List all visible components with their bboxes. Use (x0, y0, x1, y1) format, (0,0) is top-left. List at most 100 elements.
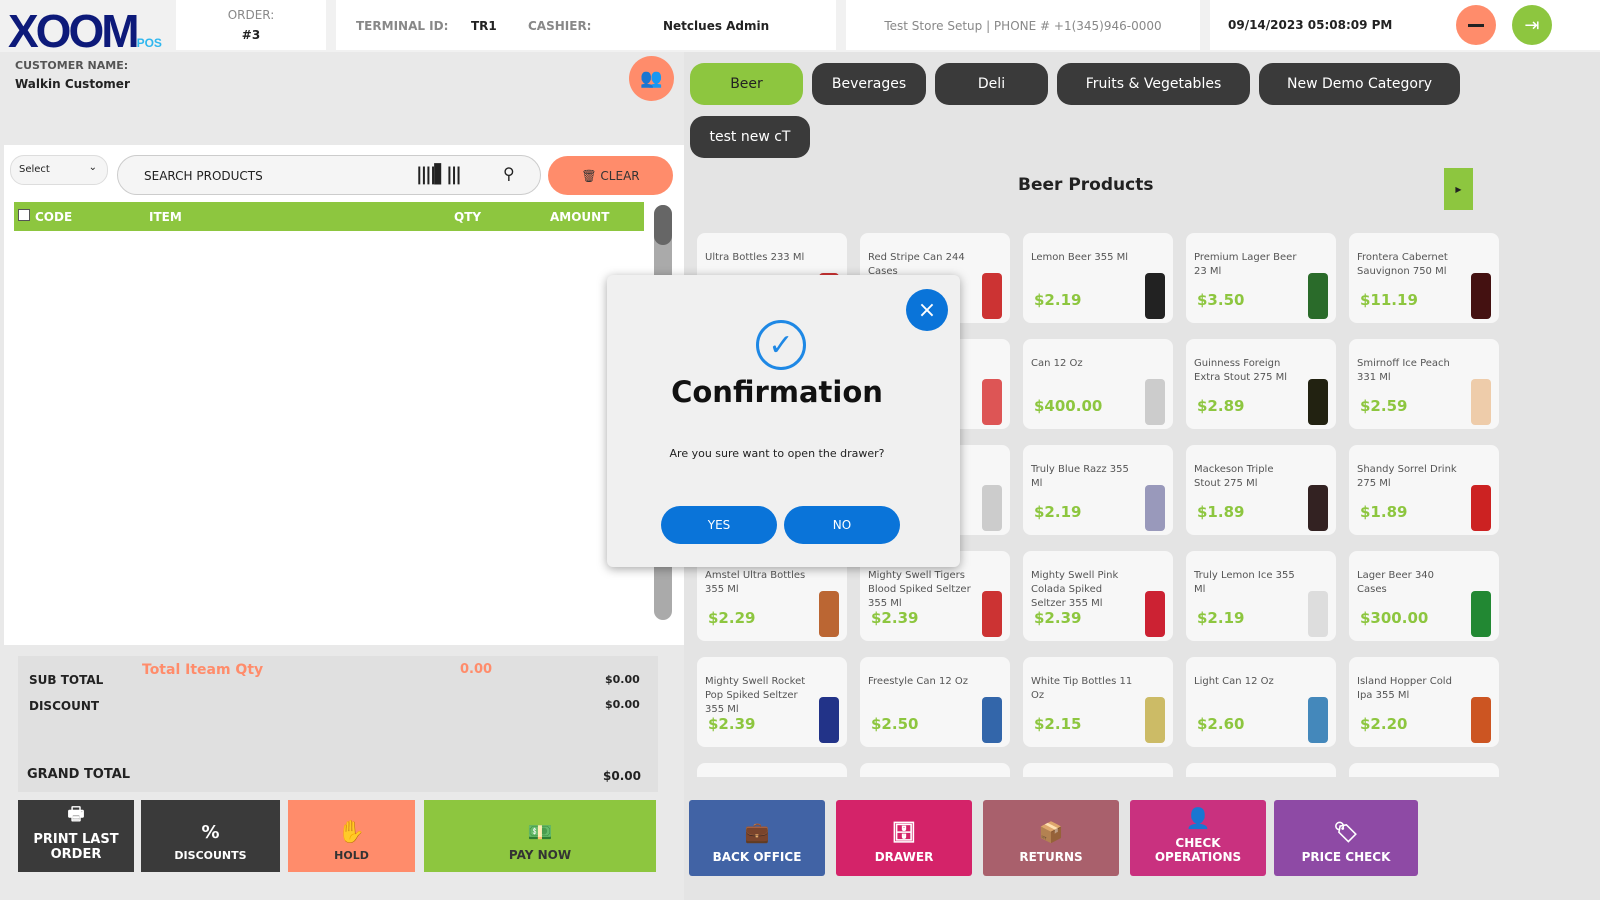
printer-icon: 🖶 (67, 804, 85, 825)
barcode-icon[interactable]: ||||▌||| (416, 164, 462, 185)
product-image (819, 591, 839, 637)
category-tab[interactable]: test new cT (690, 116, 810, 158)
product-card[interactable]: Lager Beer 340 Cases $300.00 (1349, 551, 1499, 641)
product-card[interactable]: Shandy Sorrel Drink 275 Ml $1.89 (1349, 445, 1499, 535)
store-info: Test Store Setup | PHONE # +1(345)946-00… (846, 0, 1200, 50)
product-image (982, 697, 1002, 743)
action-button[interactable]: 💼 BACK OFFICE (689, 800, 825, 876)
action-button[interactable]: 🏷 PRICE CHECK (1274, 800, 1418, 876)
product-card[interactable] (1349, 763, 1499, 777)
action-button[interactable]: 📦 RETURNS (983, 800, 1119, 876)
subtotal-value: $0.00 (605, 673, 640, 686)
minimize-button[interactable] (1456, 5, 1496, 45)
customer-name: Walkin Customer (15, 77, 130, 91)
discounts-button[interactable]: % DISCOUNTS (141, 800, 280, 872)
terminal-value: TR1 (471, 19, 497, 33)
product-image (1308, 485, 1328, 531)
cashier-value: Netclues Admin (663, 19, 770, 33)
product-card[interactable]: Lemon Beer 355 Ml $2.19 (1023, 233, 1173, 323)
category-tab[interactable]: New Demo Category (1259, 63, 1460, 105)
category-tab[interactable]: Fruits & Vegetables (1057, 63, 1250, 105)
search-input[interactable]: SEARCH PRODUCTS ||||▌||| ⚲ (117, 155, 541, 195)
product-card[interactable]: Premium Lager Beer 23 Ml $3.50 (1186, 233, 1336, 323)
product-card[interactable] (697, 763, 847, 777)
terminal-cashier-box: TERMINAL ID: TR1 CASHIER: Netclues Admin (336, 0, 836, 50)
logout-icon[interactable]: ⇥ (1512, 5, 1552, 45)
product-card[interactable]: Smirnoff Ice Peach 331 Ml $2.59 (1349, 339, 1499, 429)
select-all-checkbox[interactable] (18, 209, 30, 221)
product-image (1308, 591, 1328, 637)
product-card[interactable]: Light Can 12 Oz $2.60 (1186, 657, 1336, 747)
product-card[interactable] (1023, 763, 1173, 777)
cashier-label: CASHIER: (528, 19, 592, 33)
terminal-label: TERMINAL ID: (356, 19, 449, 33)
products-title: Beer Products (1018, 175, 1154, 195)
discount-icon: % (201, 822, 220, 843)
product-card[interactable]: White Tip Bottles 11 Oz $2.15 (1023, 657, 1173, 747)
customer-select-icon[interactable]: 👥 (629, 56, 674, 101)
product-image (1145, 697, 1165, 743)
product-image (1471, 591, 1491, 637)
product-image (1145, 591, 1165, 637)
subtotal-label: SUB TOTAL (29, 673, 104, 687)
product-image (1145, 273, 1165, 319)
product-image (1471, 697, 1491, 743)
product-image (1471, 485, 1491, 531)
modal-message: Are you sure want to open the drawer? (669, 447, 885, 460)
search-icon[interactable]: ⚲ (503, 164, 515, 183)
product-card[interactable]: Freestyle Can 12 Oz $2.50 (860, 657, 1010, 747)
discount-value: $0.00 (605, 698, 640, 711)
product-image (982, 485, 1002, 531)
clear-button[interactable]: 🗑 CLEAR (548, 156, 673, 195)
header: XOOMPOS ORDER: #3 TERMINAL ID: TR1 CASHI… (0, 0, 1600, 57)
category-tab[interactable]: Deli (935, 63, 1048, 105)
product-image (1471, 273, 1491, 319)
operator-icon: 👤 (1185, 806, 1211, 830)
product-card[interactable]: Mighty Swell Pink Colada Spiked Seltzer … (1023, 551, 1173, 641)
hold-button[interactable]: ✋ HOLD (288, 800, 415, 872)
cash-icon: 💵 (527, 820, 553, 844)
drawer-icon: 🗄 (891, 820, 917, 844)
product-card[interactable]: Truly Lemon Ice 355 Ml $2.19 (1186, 551, 1336, 641)
action-button[interactable]: 👤 CHECK OPERATIONS (1130, 800, 1266, 876)
price-tag-icon: 🏷 (1333, 820, 1359, 844)
total-qty-label: Total Iteam Qty (142, 662, 264, 678)
logo: XOOMPOS (8, 5, 162, 57)
product-card[interactable]: Truly Blue Razz 355 Ml $2.19 (1023, 445, 1173, 535)
pay-now-button[interactable]: 💵 PAY NOW (424, 800, 656, 872)
product-image (1308, 697, 1328, 743)
print-last-order-button[interactable]: 🖶 PRINT LAST ORDER (18, 800, 134, 872)
action-button[interactable]: 🗄 DRAWER (836, 800, 972, 876)
order-value: #3 (241, 28, 261, 42)
category-tab[interactable]: Beer (690, 63, 803, 105)
datetime: 09/14/2023 05:08:09 PM (1228, 18, 1393, 32)
product-image (982, 273, 1002, 319)
cart-table-header: CODE ITEM QTY AMOUNT (14, 202, 644, 231)
select-dropdown[interactable]: Select ⌄ (10, 155, 108, 185)
product-card[interactable]: Frontera Cabernet Sauvignon 750 Ml $11.19 (1349, 233, 1499, 323)
category-tab[interactable]: Beverages (812, 63, 926, 105)
next-page-button[interactable]: ▶ (1444, 168, 1473, 210)
product-image (1145, 485, 1165, 531)
yes-button[interactable]: YES (661, 506, 777, 544)
datetime-box: 09/14/2023 05:08:09 PM ⇥ (1210, 0, 1600, 50)
discount-label: DISCOUNT (29, 699, 100, 713)
returns-icon: 📦 (1038, 820, 1064, 844)
product-card[interactable]: Mighty Swell Rocket Pop Spiked Seltzer 3… (697, 657, 847, 747)
order-label: ORDER: (227, 8, 275, 22)
product-card[interactable]: Guinness Foreign Extra Stout 275 Ml $2.89 (1186, 339, 1336, 429)
total-qty-value: 0.00 (460, 662, 493, 677)
product-image (819, 697, 839, 743)
no-button[interactable]: NO (784, 506, 900, 544)
product-image (1308, 273, 1328, 319)
product-card[interactable] (860, 763, 1010, 777)
close-icon[interactable]: × (906, 289, 948, 331)
product-card[interactable]: Mackeson Triple Stout 275 Ml $1.89 (1186, 445, 1336, 535)
product-card[interactable]: Can 12 Oz $400.00 (1023, 339, 1173, 429)
product-image (982, 591, 1002, 637)
totals-panel: Total Iteam Qty 0.00 SUB TOTAL $0.00 DIS… (18, 656, 658, 792)
product-image (1308, 379, 1328, 425)
trash-icon: 🗑 (581, 168, 597, 183)
product-card[interactable]: Island Hopper Cold Ipa 355 Ml $2.20 (1349, 657, 1499, 747)
product-card[interactable] (1186, 763, 1336, 777)
